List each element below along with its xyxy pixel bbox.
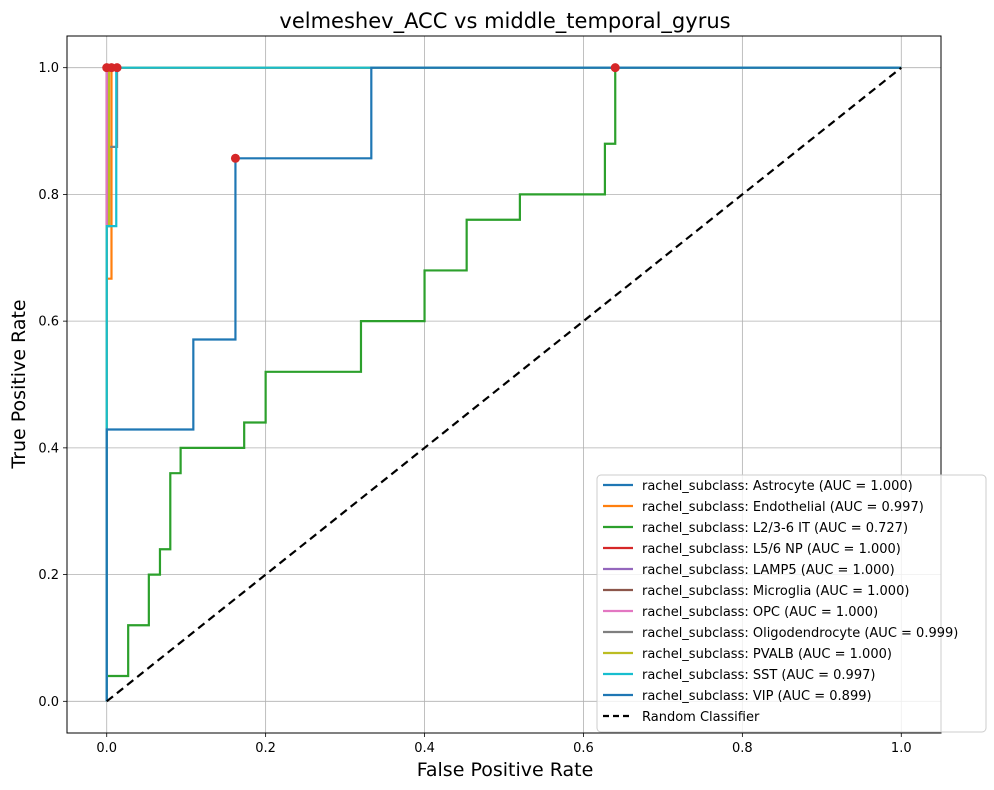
threshold-marker (610, 63, 620, 73)
legend-label: rachel_subclass: OPC (AUC = 1.000) (642, 605, 878, 620)
threshold-marker (112, 63, 122, 73)
legend: rachel_subclass: Astrocyte (AUC = 1.000)… (596, 474, 987, 733)
legend-label: rachel_subclass: SST (AUC = 0.997) (642, 668, 875, 683)
y-tick-label: 0.0 (38, 695, 59, 710)
legend-label: rachel_subclass: Microglia (AUC = 1.000) (642, 584, 909, 599)
random-classifier-line (106, 66, 902, 703)
y-tick-label: 1.0 (38, 61, 59, 76)
roc-curve-line (105, 66, 902, 702)
x-tick-label: 0.8 (732, 741, 753, 756)
legend-label: rachel_subclass: VIP (AUC = 0.899) (642, 689, 872, 704)
legend-label: rachel_subclass: PVALB (AUC = 1.000) (642, 647, 892, 662)
x-tick-label: 0.0 (96, 741, 117, 756)
legend-label: rachel_subclass: LAMP5 (AUC = 1.000) (642, 563, 895, 578)
y-tick-label: 0.6 (38, 315, 59, 330)
x-tick-label: 1.0 (891, 741, 912, 756)
legend-label: rachel_subclass: L5/6 NP (AUC = 1.000) (642, 542, 901, 557)
legend-label: Random Classifier (642, 710, 760, 725)
x-tick-label: 0.4 (414, 741, 435, 756)
legend-box (596, 474, 987, 733)
threshold-markers (102, 63, 620, 163)
axis-ticks: 0.0 0.2 0.4 0.6 0.8 1.0 0.0 0.2 0.4 0.6 0.8 1.0 (38, 61, 911, 756)
y-tick-label: 0.4 (38, 441, 59, 456)
y-tick-label: 0.8 (38, 188, 59, 203)
roc-curve-line (105, 66, 902, 702)
y-tick-label: 0.2 (38, 568, 59, 583)
y-axis-title: True Positive Rate (8, 299, 30, 469)
legend-label: rachel_subclass: Astrocyte (AUC = 1.000) (642, 479, 913, 494)
threshold-marker (230, 153, 240, 163)
x-tick-label: 0.6 (573, 741, 594, 756)
x-axis-title: False Positive Rate (417, 759, 594, 781)
legend-label: rachel_subclass: L2/3-6 IT (AUC = 0.727) (642, 521, 908, 536)
chart-title: velmeshev_ACC vs middle_temporal_gyrus (279, 9, 730, 34)
x-tick-label: 0.2 (255, 741, 276, 756)
plot-frame (66, 35, 942, 734)
legend-label: rachel_subclass: Endothelial (AUC = 0.99… (642, 500, 924, 515)
legend-label: rachel_subclass: Oligodendrocyte (AUC = … (642, 626, 958, 641)
